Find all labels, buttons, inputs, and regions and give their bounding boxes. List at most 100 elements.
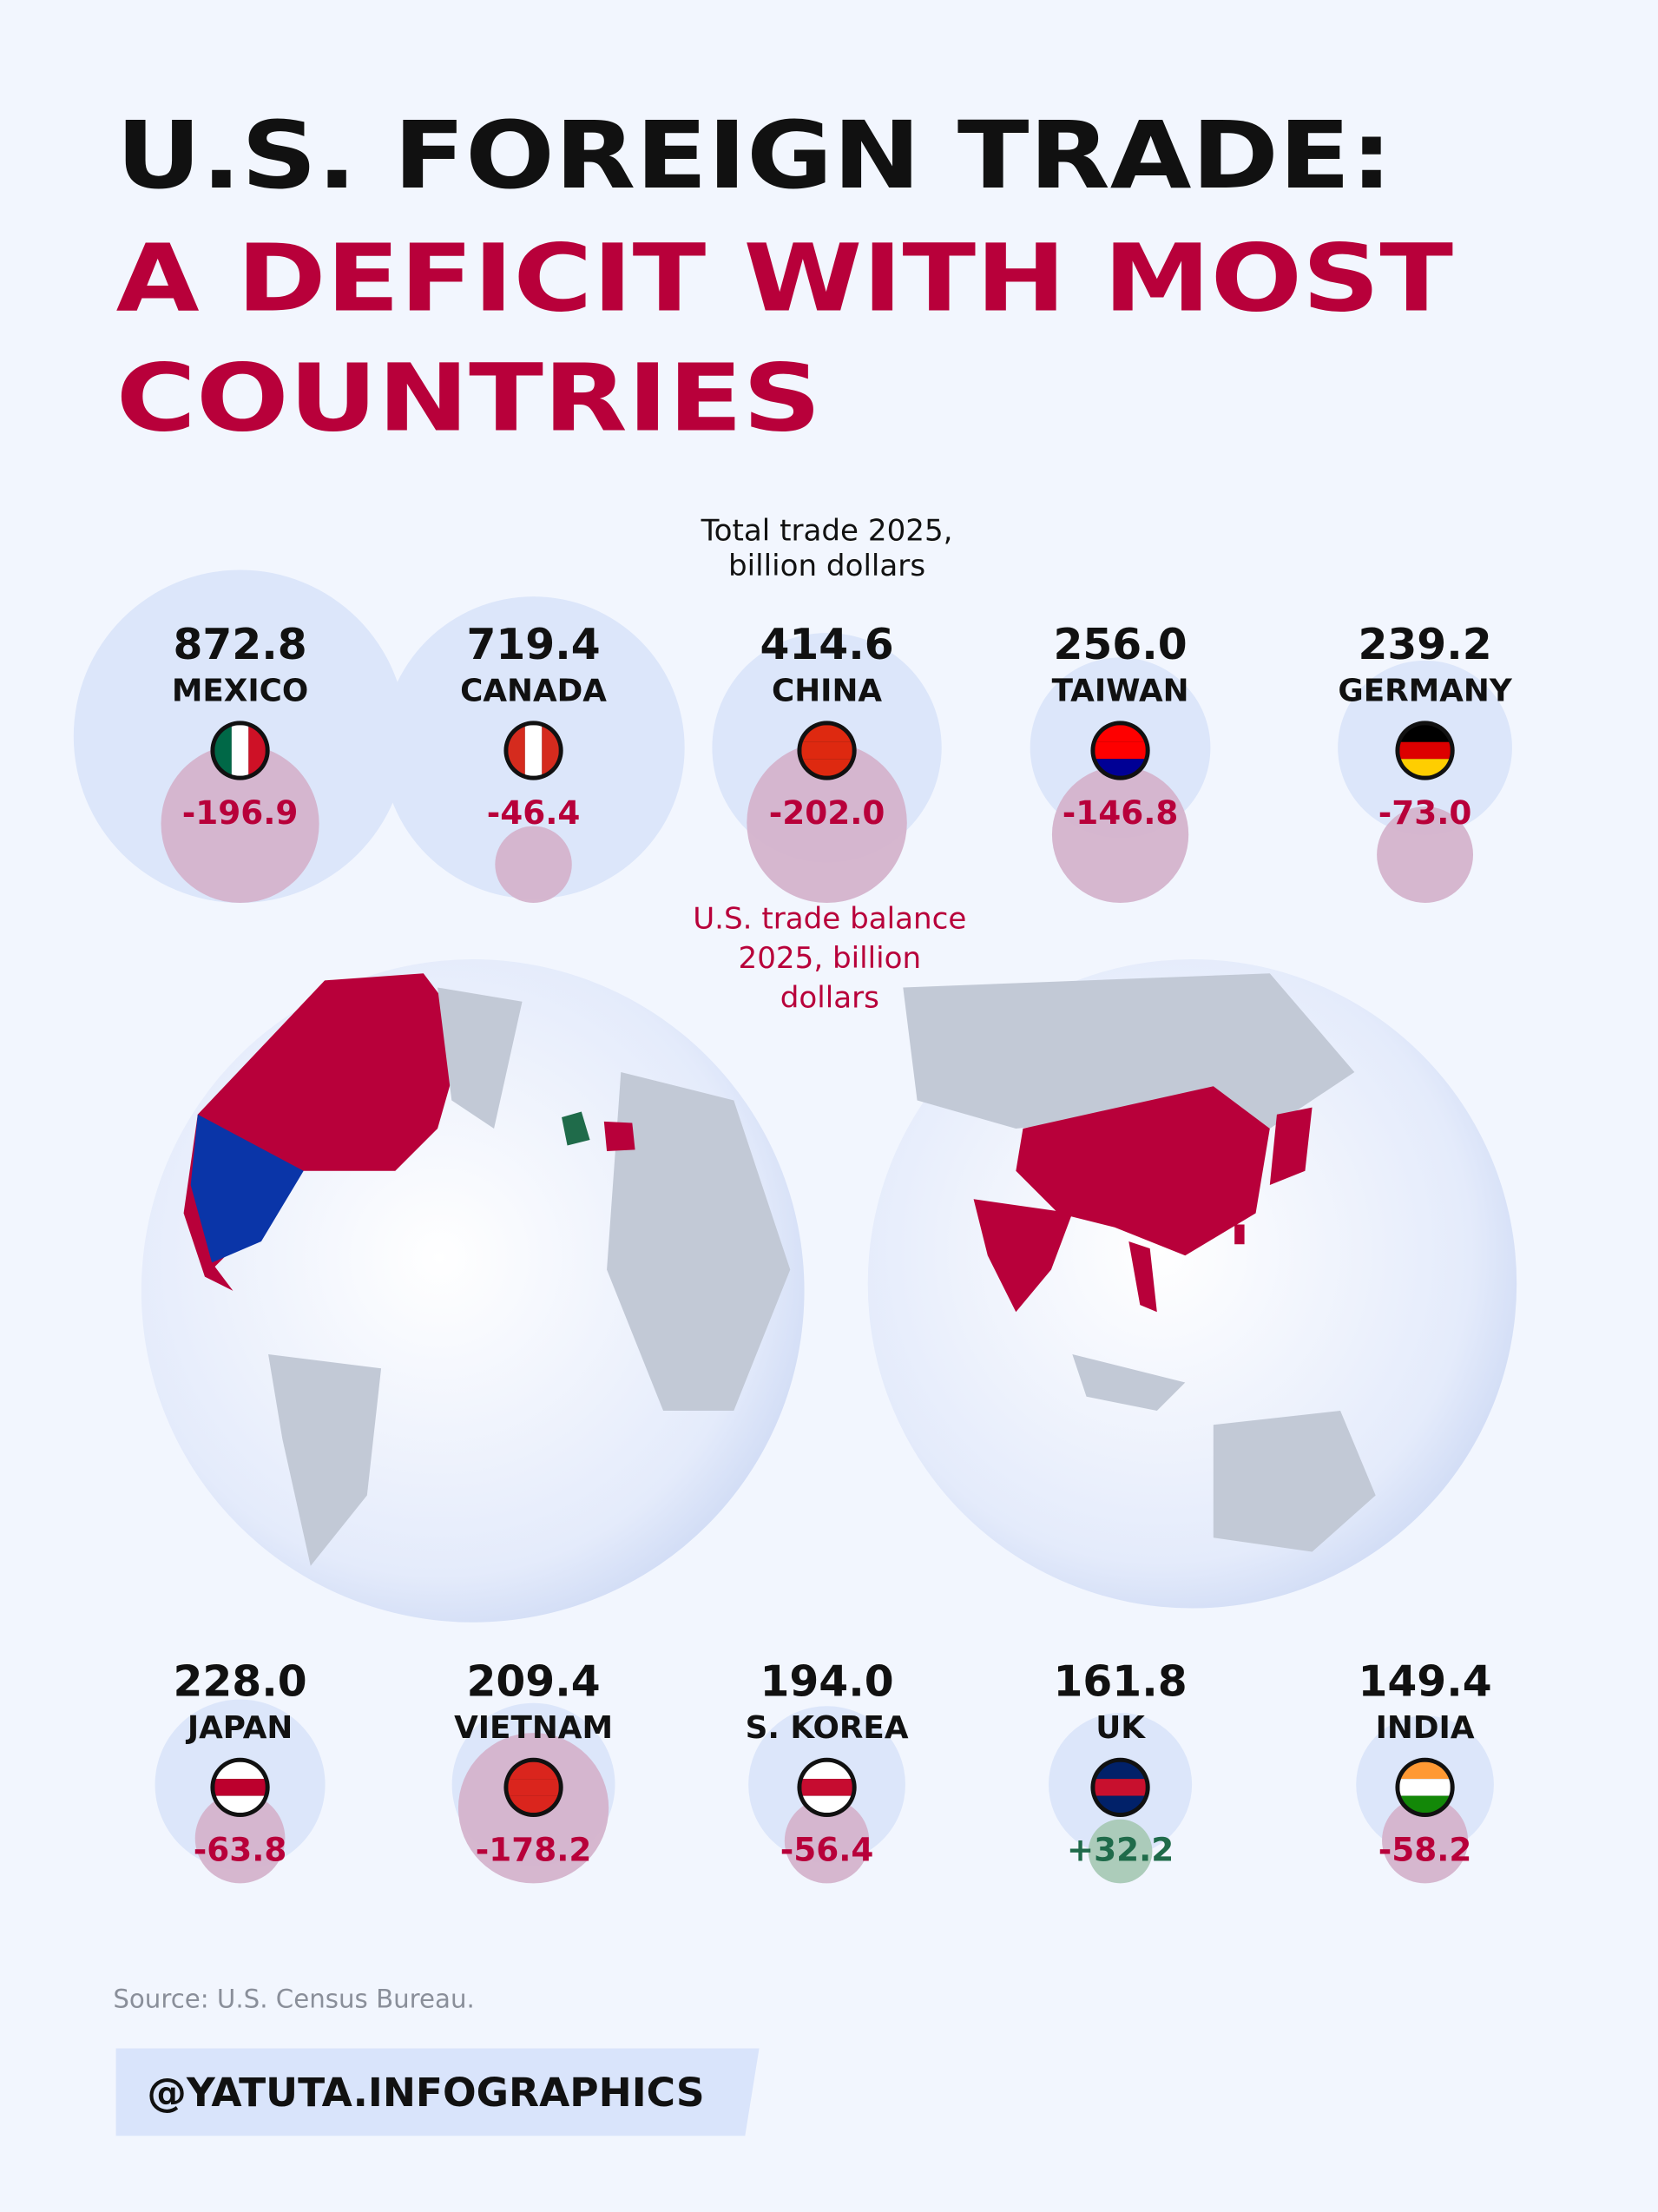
- balance-bubble: [1088, 1819, 1153, 1884]
- title-line: COUNTRIES: [116, 345, 822, 453]
- country-name: MEXICO: [172, 674, 309, 709]
- balance-label: -63.8: [194, 1830, 287, 1868]
- flag-stripe: [1399, 1779, 1451, 1796]
- flag-stripe: [508, 725, 525, 776]
- flag: [1095, 1762, 1146, 1814]
- balance-bubble: [1382, 1797, 1469, 1884]
- total-trade-label: 872.8: [173, 621, 306, 669]
- balance-bubble: [1377, 806, 1474, 903]
- legend-total-trade: billion dollars: [728, 549, 925, 583]
- flag: [214, 1762, 266, 1814]
- country-name: S. KOREA: [746, 1710, 909, 1746]
- land-shape: [268, 987, 791, 1566]
- source: Source: U.S. Census Bureau.: [113, 1984, 475, 2013]
- flag-stripe: [508, 1796, 559, 1814]
- balance-label: +32.2: [1067, 1830, 1174, 1868]
- legend-trade-balance: U.S. trade balance: [693, 901, 966, 936]
- title-line: U.S. FOREIGN TRADE:: [116, 102, 1393, 210]
- balance-bubble: [161, 744, 319, 903]
- handle: @YATUTA.INFOGRAPHICS: [147, 2070, 704, 2116]
- flag-stripe: [1399, 759, 1451, 776]
- balance-label: -73.0: [1378, 793, 1472, 832]
- country-name: GERMANY: [1338, 674, 1512, 709]
- total-trade-label: 161.8: [1053, 1657, 1187, 1706]
- total-trade-label: 719.4: [466, 621, 600, 669]
- flag-stripe: [232, 725, 249, 776]
- flag-stripe: [1095, 759, 1146, 776]
- total-trade-label: 414.6: [760, 621, 893, 669]
- country-name: CANADA: [460, 674, 607, 709]
- flag-stripe: [1095, 1796, 1146, 1814]
- flag-stripe: [525, 725, 543, 776]
- total-trade-label: 194.0: [760, 1657, 893, 1706]
- uk-shape: [562, 1111, 590, 1146]
- flag-stripe: [801, 1779, 852, 1796]
- flag-stripe: [1095, 1779, 1146, 1796]
- legend-trade-balance: dollars: [780, 980, 879, 1015]
- total-trade-label: 239.2: [1358, 621, 1491, 669]
- germany-shape: [603, 1121, 635, 1151]
- china-shape: [1016, 1086, 1270, 1256]
- flag-stripe: [1095, 725, 1146, 742]
- balance-bubble: [747, 742, 907, 903]
- country-name: INDIA: [1376, 1710, 1475, 1746]
- balance-label: -178.2: [476, 1830, 592, 1868]
- flag: [214, 725, 266, 776]
- vietnam-shape: [1128, 1241, 1157, 1313]
- balance-bubble: [194, 1793, 286, 1884]
- flag-stripe: [1399, 1796, 1451, 1814]
- flag-stripe: [508, 1779, 559, 1796]
- balance-label: -202.0: [769, 793, 885, 832]
- total-trade-label: 149.4: [1358, 1657, 1491, 1706]
- globes: [141, 959, 1517, 1623]
- flag: [1399, 1762, 1451, 1814]
- us-shape: [190, 1114, 304, 1263]
- legend-trade-balance: 2025, billion: [739, 941, 922, 976]
- balance-bubble: [1051, 766, 1189, 903]
- country-name: JAPAN: [186, 1710, 293, 1746]
- japan-shape: [1269, 1107, 1313, 1185]
- country-name: TAIWAN: [1052, 674, 1189, 709]
- balance-label: -58.2: [1378, 1830, 1472, 1868]
- flag-stripe: [1399, 1762, 1451, 1780]
- handle-box: [115, 2048, 760, 2136]
- country-name: CHINA: [772, 674, 882, 709]
- balance-bubble: [784, 1798, 870, 1884]
- flag: [1095, 725, 1146, 776]
- mexico-shape: [183, 1213, 234, 1291]
- balance-label: -46.4: [487, 793, 581, 832]
- land-shape: [903, 973, 1376, 1552]
- flag-stripe: [1399, 742, 1451, 760]
- flag-stripe: [801, 725, 852, 742]
- country-name: UK: [1095, 1710, 1146, 1746]
- flag: [1399, 725, 1451, 776]
- country-name: VIETNAM: [454, 1710, 613, 1746]
- flag: [801, 725, 852, 776]
- flag: [801, 1762, 852, 1814]
- balance-label: -146.8: [1063, 793, 1179, 832]
- flag: [508, 1762, 559, 1814]
- flag-stripe: [248, 725, 266, 776]
- flag-stripe: [214, 725, 232, 776]
- flag-stripe: [801, 742, 852, 760]
- india-shape: [973, 1199, 1073, 1313]
- flag-stripe: [801, 759, 852, 776]
- legend-total-trade: Total trade 2025,: [701, 513, 953, 548]
- total-trade-label: 209.4: [466, 1657, 600, 1706]
- flag-stripe: [542, 725, 559, 776]
- bubbles: [73, 569, 1512, 1884]
- flag-stripe: [1399, 725, 1451, 742]
- flag: [508, 725, 559, 776]
- title-line: A DEFICIT WITH MOST: [116, 225, 1454, 333]
- balance-bubble: [495, 826, 572, 903]
- total-trade-label: 228.0: [173, 1657, 306, 1706]
- flag-stripe: [1095, 742, 1146, 760]
- balance-label: -56.4: [780, 1830, 874, 1868]
- flag-stripe: [1095, 1762, 1146, 1780]
- total-trade-label: 256.0: [1053, 621, 1187, 669]
- flag-stripe: [214, 1779, 266, 1796]
- balance-label: -196.9: [182, 793, 299, 832]
- flag-stripe: [508, 1762, 559, 1780]
- flag-stripe: [801, 1762, 852, 1780]
